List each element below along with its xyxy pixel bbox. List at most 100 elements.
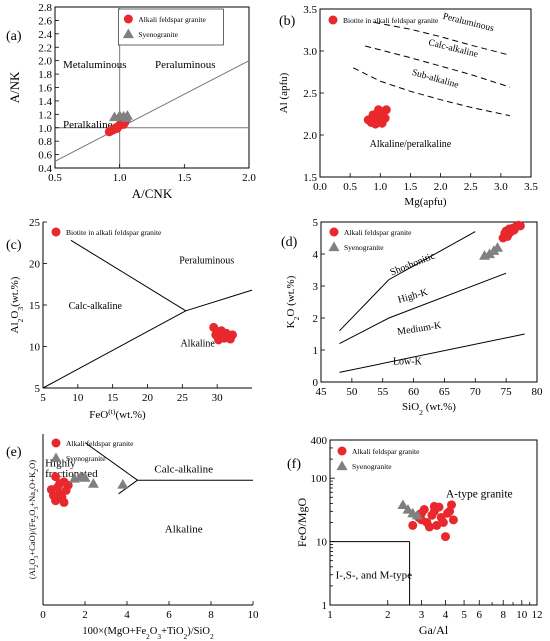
y-axis-label: (Al2O3+CaO)/(Fe2O3+Na2O+K2O) (27, 460, 40, 579)
y-tick-label: 2.8 (38, 2, 52, 14)
y-tick-label: 1.6 (38, 83, 52, 95)
x-tick-label: 55 (377, 386, 389, 398)
data-point (87, 478, 99, 488)
y-tick-label: 10 (316, 537, 328, 549)
legend-marker (51, 438, 61, 448)
data-point (63, 480, 73, 490)
x-tick-label: 6 (477, 609, 483, 621)
legend-marker (328, 241, 340, 252)
data-point (117, 478, 129, 489)
y-tick-label: 1 (322, 600, 328, 612)
boundary-line (339, 231, 476, 332)
boundary-line (118, 479, 138, 495)
legend-marker (50, 452, 62, 463)
legend-label: Alkali feldspar granite (66, 439, 134, 448)
y-tick-label: 3.5 (303, 4, 317, 16)
x-tick-label: 10 (516, 609, 528, 621)
x-tick-label: 10 (72, 392, 84, 404)
legend-marker (328, 15, 338, 25)
region-label: Calc-alkaline (154, 463, 213, 475)
y-tick-label: 2.0 (303, 130, 317, 142)
x-tick-label: 6 (166, 609, 172, 621)
data-point (79, 472, 91, 482)
y-tick-label: 0.4 (38, 163, 52, 175)
y-tick-label: 4 (313, 249, 319, 261)
y-tick-label: 25 (29, 217, 41, 229)
data-point (373, 105, 383, 115)
y-tick-label: 2.5 (303, 88, 317, 100)
x-tick-label: 3.5 (524, 181, 538, 193)
y-tick-label: 5 (313, 217, 319, 229)
y-axis-label: Al2O3(wt.%) (9, 276, 25, 333)
data-point (411, 509, 423, 520)
data-point (424, 522, 434, 532)
y-axis-label: K2O (wt.%) (285, 275, 301, 328)
data-point (419, 505, 429, 515)
panel-label: (a) (6, 29, 22, 44)
data-point (440, 532, 450, 542)
region-label: Alkaline (165, 523, 203, 535)
data-point (121, 110, 133, 120)
data-point (447, 500, 457, 510)
boundary-line (84, 442, 138, 481)
boundary-line (339, 272, 507, 345)
data-point (108, 125, 118, 135)
data-point (211, 330, 221, 340)
data-point (397, 499, 409, 509)
panel-a: 0.5 1.0 1.5 2.00.40.60.81.01.21.41.61.82.02… (6, 2, 256, 201)
x-tick-label: 10 (248, 609, 260, 621)
panel-label: (e) (6, 445, 22, 460)
data-point (57, 492, 67, 502)
x-tick-label: 1 (327, 609, 333, 621)
data-point (381, 105, 391, 115)
region-label: Peralkaline (63, 119, 113, 131)
x-tick-label: 65 (439, 386, 451, 398)
legend-marker (329, 227, 339, 237)
region-label: Low-K (393, 356, 423, 367)
x-tick-label: 1.5 (177, 172, 191, 184)
legend-marker (123, 14, 133, 24)
y-tick-label: 1.4 (38, 96, 52, 108)
x-tick-label: 4 (443, 609, 449, 621)
x-tick-label: 70 (470, 386, 482, 398)
y-tick-label: 1.0 (38, 123, 52, 135)
x-axis-label: SiO2 (wt.%) (402, 401, 456, 417)
boundary-line (70, 239, 187, 312)
x-tick-label: 12 (532, 609, 543, 621)
x-tick-label: 15 (107, 392, 119, 404)
x-tick-label: 2.0 (434, 181, 448, 193)
x-tick-label: 2 (82, 609, 88, 621)
data-point (53, 482, 63, 492)
x-tick-label: 75 (501, 386, 512, 398)
data-point (49, 491, 58, 501)
x-tick-label: 60 (408, 386, 420, 398)
boundary-line (365, 45, 511, 88)
x-tick-label: 5 (40, 392, 46, 404)
y-tick-label: 2.0 (38, 56, 52, 68)
legend-box (118, 8, 224, 46)
x-tick-label: 5 (461, 609, 467, 621)
panel-label: (f) (287, 457, 301, 472)
legend-marker (51, 227, 61, 237)
region-label: Medium-K (397, 320, 443, 338)
x-tick-label: 3.0 (494, 181, 508, 193)
legend-marker (337, 446, 347, 456)
plot-frame (319, 8, 532, 178)
data-point (492, 242, 504, 252)
region-label: Sub-alkaline (411, 68, 460, 91)
y-tick-label: 10 (29, 342, 41, 354)
data-point (448, 515, 458, 525)
data-point (429, 501, 439, 511)
y-tick-label: 400 (311, 435, 328, 447)
x-tick-label: 20 (142, 392, 154, 404)
plot-frame (320, 221, 538, 383)
y-tick-label: 5 (35, 383, 41, 395)
boundary-line (185, 289, 253, 312)
boundary-line (339, 333, 525, 373)
legend-label: Alkali feldspar granite (344, 228, 412, 237)
y-axis-label: A/NK (7, 71, 22, 103)
x-tick-label: 0.5 (48, 172, 62, 184)
data-point (51, 472, 61, 482)
